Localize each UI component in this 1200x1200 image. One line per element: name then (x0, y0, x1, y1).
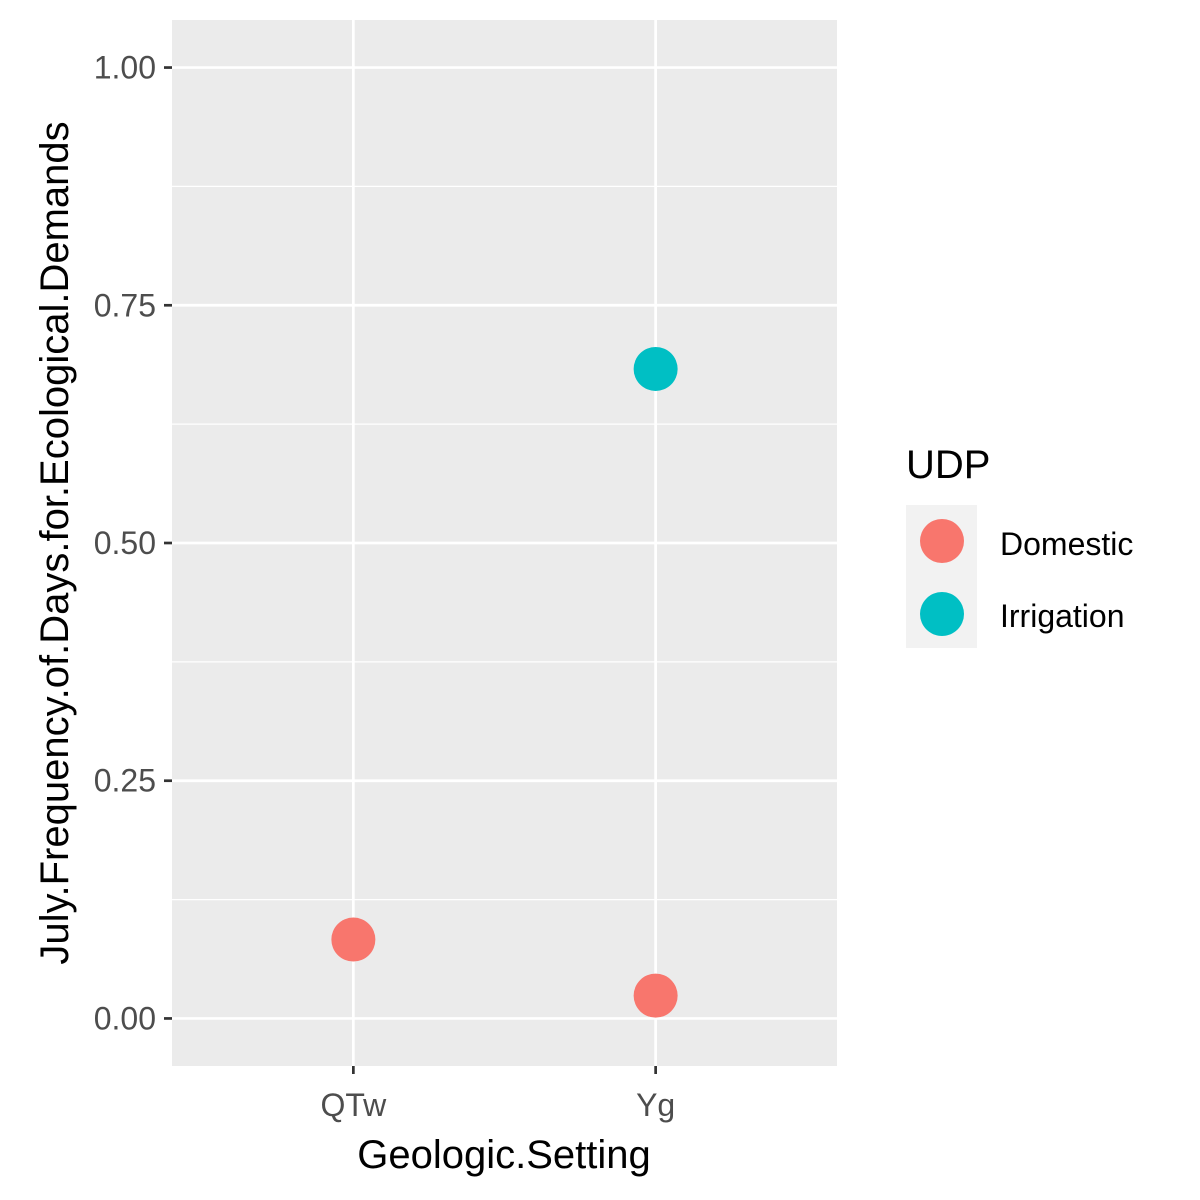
data-points (331, 346, 678, 1018)
legend-key-domestic (920, 519, 964, 563)
y-tick-label: 0.00 (94, 1000, 156, 1036)
x-axis-title: Geologic.Setting (357, 1133, 651, 1177)
x-tick-label: QTw (320, 1087, 387, 1123)
point-domestic-yg (633, 973, 678, 1018)
y-tick-label: 0.50 (94, 525, 156, 561)
y-axis: 0.00 0.25 0.50 0.75 1.00 (94, 50, 172, 1036)
y-tick-label: 0.75 (94, 287, 156, 323)
point-irrigation-yg (633, 346, 678, 391)
y-tick-label: 1.00 (94, 50, 156, 86)
y-tick-label: 0.25 (94, 763, 156, 799)
major-gridlines (172, 20, 837, 1066)
x-axis: QTw Yg (320, 1066, 675, 1123)
legend-title: UDP (906, 443, 990, 487)
legend-label-domestic: Domestic (1000, 526, 1133, 562)
legend-key-irrigation (920, 592, 964, 636)
point-domestic-qtw (331, 917, 376, 962)
y-axis-title: July.Frequency.of.Days.for.Ecological.De… (33, 121, 77, 964)
legend: UDP Domestic Irrigation (906, 443, 1133, 648)
legend-label-irrigation: Irrigation (1000, 598, 1125, 634)
x-tick-label: Yg (636, 1087, 675, 1123)
minor-gridlines (172, 185, 837, 901)
